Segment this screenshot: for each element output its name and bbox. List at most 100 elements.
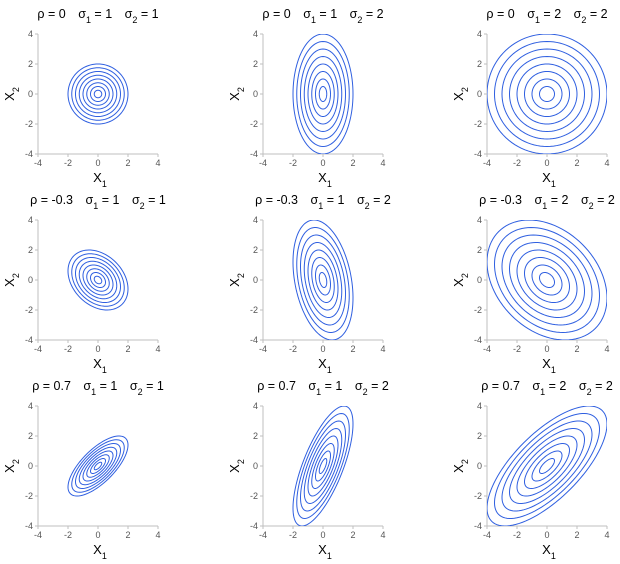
contour-line (508, 241, 586, 319)
y-tick-label: -2 (474, 119, 482, 129)
x-tick-label: -2 (289, 530, 297, 540)
y-tick-label: 0 (477, 461, 482, 471)
contour-line (318, 85, 328, 103)
y-tick-label: 4 (28, 215, 33, 225)
contour-line (71, 253, 125, 307)
y-tick-label: 0 (477, 275, 482, 285)
contour-line (501, 420, 593, 512)
contour-line (67, 63, 129, 125)
contour-line (93, 89, 103, 99)
contour-line (487, 34, 607, 154)
contour-line (493, 226, 601, 334)
contour-line (67, 435, 129, 497)
x-tick-label: 0 (320, 158, 325, 168)
x-tick-label: 4 (380, 344, 385, 354)
contour-line (296, 412, 350, 520)
x-tick-label: 2 (350, 158, 355, 168)
x-tick-label: 2 (574, 530, 579, 540)
x-tick-label: 0 (320, 344, 325, 354)
y-axis-label: X2 (227, 87, 246, 101)
x-tick-label: 4 (155, 530, 160, 540)
contour-line (538, 457, 556, 475)
x-tick-label: -2 (64, 344, 72, 354)
panel-2: ρ = 0 σ1 = 1 σ2 = 2 -4-4 -2 -2 0 0 2 2 4 4 X1 X2 (227, 7, 386, 189)
y-tick-label: 0 (253, 275, 258, 285)
x-tick-label: 0 (95, 530, 100, 540)
contour-line (523, 70, 571, 118)
contour-line (307, 63, 339, 125)
x-tick-label: 4 (604, 530, 609, 540)
x-tick-label: 0 (544, 530, 549, 540)
y-tick-label: 2 (477, 59, 482, 69)
contour-line (318, 457, 328, 475)
panel-title: ρ = 0.7 σ1 = 1 σ2 = 1 (32, 379, 164, 397)
y-tick-label: 4 (477, 29, 482, 39)
y-tick-label: 2 (28, 59, 33, 69)
panel-title: ρ = -0.3 σ1 = 1 σ2 = 2 (255, 193, 391, 211)
contour-line (93, 275, 103, 285)
panel-title: ρ = -0.3 σ1 = 2 σ2 = 2 (479, 193, 615, 211)
contour-line (318, 271, 328, 289)
x-tick-label: -2 (513, 344, 521, 354)
contour-line (303, 427, 343, 505)
contour-line (71, 67, 125, 121)
x-tick-label: -2 (513, 530, 521, 540)
y-tick-label: -2 (25, 491, 33, 501)
x-tick-label: 2 (574, 158, 579, 168)
contour-line (82, 78, 114, 110)
panel-4: ρ = -0.3 σ1 = 1 σ2 = 1 -4-4 -2 -2 0 0 2 2 4 4 X1 X2 (2, 193, 166, 375)
panel-title: ρ = 0 σ1 = 1 σ2 = 1 (37, 7, 158, 25)
contour-line (531, 450, 563, 482)
contour-line (523, 442, 571, 490)
contour-line (86, 454, 110, 478)
panel-title: ρ = 0 σ1 = 1 σ2 = 2 (262, 7, 383, 25)
x-tick-label: 0 (95, 344, 100, 354)
y-tick-label: 4 (477, 215, 482, 225)
x-tick-label: -4 (34, 158, 42, 168)
x-tick-label: -2 (289, 158, 297, 168)
x-axis-label: X1 (318, 356, 332, 375)
x-tick-label: 4 (380, 158, 385, 168)
y-tick-label: -4 (25, 521, 33, 531)
x-tick-label: 4 (604, 344, 609, 354)
x-tick-label: -4 (483, 158, 491, 168)
x-axis-label: X1 (93, 170, 107, 189)
panel-3: ρ = 0 σ1 = 2 σ2 = 2 -4-4 -2 -2 0 0 2 2 4 4 X1 X2 (451, 7, 610, 189)
contour-line (74, 256, 122, 304)
y-tick-label: 4 (28, 29, 33, 39)
x-axis-label: X1 (93, 542, 107, 561)
x-tick-label: 0 (544, 158, 549, 168)
contour-line (501, 234, 593, 326)
x-tick-label: -4 (34, 344, 42, 354)
y-axis-label: X2 (2, 459, 21, 473)
y-tick-label: 4 (253, 215, 258, 225)
contour-line (516, 249, 578, 311)
contour-line (311, 442, 335, 490)
y-tick-label: -2 (250, 119, 258, 129)
x-tick-label: 2 (125, 530, 130, 540)
panel-5: ρ = -0.3 σ1 = 1 σ2 = 2 -4-4 -2 -2 0 0 2 2 4 4 X1 X2 (227, 193, 391, 375)
contour-line (314, 450, 332, 482)
y-tick-label: 0 (253, 89, 258, 99)
y-tick-label: -4 (250, 521, 258, 531)
x-tick-label: 2 (125, 344, 130, 354)
contour-line (89, 457, 107, 475)
contour-line (314, 264, 332, 296)
contour-line (296, 40, 350, 148)
panel-9: ρ = 0.7 σ1 = 2 σ2 = 2 -4-4 -2 -2 0 0 2 2 4 4 X1 X2 (451, 379, 613, 561)
contour-line (516, 63, 578, 125)
contour-line (538, 271, 556, 289)
y-tick-label: -4 (25, 335, 33, 345)
contour-line (493, 40, 601, 148)
y-axis-label: X2 (451, 87, 470, 101)
contour-line (78, 74, 118, 114)
y-tick-label: -2 (474, 305, 482, 315)
x-tick-label: -4 (34, 530, 42, 540)
y-tick-label: -4 (474, 149, 482, 159)
panel-title: ρ = 0.7 σ1 = 2 σ2 = 2 (481, 379, 613, 397)
x-axis-label: X1 (318, 542, 332, 561)
y-tick-label: 0 (28, 461, 33, 471)
y-tick-label: -4 (474, 335, 482, 345)
y-tick-label: -2 (25, 119, 33, 129)
